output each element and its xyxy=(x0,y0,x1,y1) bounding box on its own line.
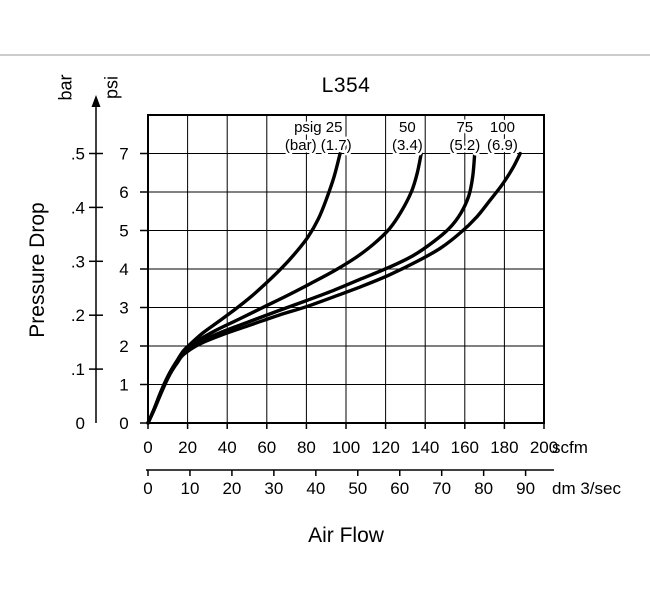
bar-tick-label: .2 xyxy=(71,306,85,325)
bar-tick-label: .4 xyxy=(71,198,85,217)
chart-title: L354 xyxy=(321,74,371,97)
dm-tick-label: 10 xyxy=(180,479,199,498)
psi-tick-label: 1 xyxy=(119,376,128,395)
x-axis-title: Air Flow xyxy=(308,524,384,547)
bar-tick-label: .5 xyxy=(71,145,85,164)
psi-tick-label: 7 xyxy=(119,145,128,164)
dm-tick-label: 70 xyxy=(432,479,451,498)
scfm-tick-label: 20 xyxy=(178,438,197,457)
psi-tick-label: 0 xyxy=(119,414,128,433)
dm-tick-label: 60 xyxy=(390,479,409,498)
scfm-tick-label: 200 xyxy=(530,438,558,457)
bar-tick-label: 0 xyxy=(76,414,85,433)
series-label-line1: psig 25 xyxy=(294,119,342,136)
series-label-line1: 100 xyxy=(490,119,515,136)
psi-tick-label: 6 xyxy=(119,183,128,202)
bar-tick-label: .1 xyxy=(71,360,85,379)
series-label-line2: (5.2) xyxy=(449,137,480,154)
bar-tick-label: .3 xyxy=(71,252,85,271)
scfm-tick-label: 40 xyxy=(218,438,237,457)
scfm-tick-label: 180 xyxy=(490,438,518,457)
dm-tick-label: 90 xyxy=(516,479,535,498)
series-label-line1: 75 xyxy=(456,119,473,136)
series-label-line1: 50 xyxy=(399,119,416,136)
psi-tick-label: 5 xyxy=(119,222,128,241)
curve-psig-100 xyxy=(146,151,522,425)
scfm-tick-label: 120 xyxy=(371,438,399,457)
scfm-tick-label: 160 xyxy=(451,438,479,457)
scfm-tick-label: 80 xyxy=(297,438,316,457)
curve-psig-50 xyxy=(146,151,423,425)
series-label-line2: (3.4) xyxy=(392,137,423,154)
dm-tick-label: 20 xyxy=(222,479,241,498)
scfm-unit-label: scfm xyxy=(552,438,588,457)
dm-tick-label: 40 xyxy=(306,479,325,498)
series-label-line2: (bar) (1.7) xyxy=(285,137,352,154)
scfm-tick-label: 60 xyxy=(257,438,276,457)
psi-tick-label: 2 xyxy=(119,337,128,356)
scfm-tick-label: 140 xyxy=(411,438,439,457)
psi-tick-label: 3 xyxy=(119,299,128,318)
dm-unit-label: dm 3/sec xyxy=(552,479,621,498)
curve-psig-25 xyxy=(146,151,342,425)
page-divider-rule xyxy=(0,54,650,56)
dm-tick-label: 30 xyxy=(264,479,283,498)
dm-tick-label: 0 xyxy=(143,479,152,498)
series-label-line2: (6.9) xyxy=(487,137,518,154)
scfm-tick-label: 100 xyxy=(332,438,360,457)
dm-tick-label: 50 xyxy=(348,479,367,498)
scfm-tick-label: 0 xyxy=(143,438,152,457)
dm-tick-label: 80 xyxy=(474,479,493,498)
psi-tick-label: 4 xyxy=(119,260,128,279)
bar-axis-arrow xyxy=(91,95,101,107)
